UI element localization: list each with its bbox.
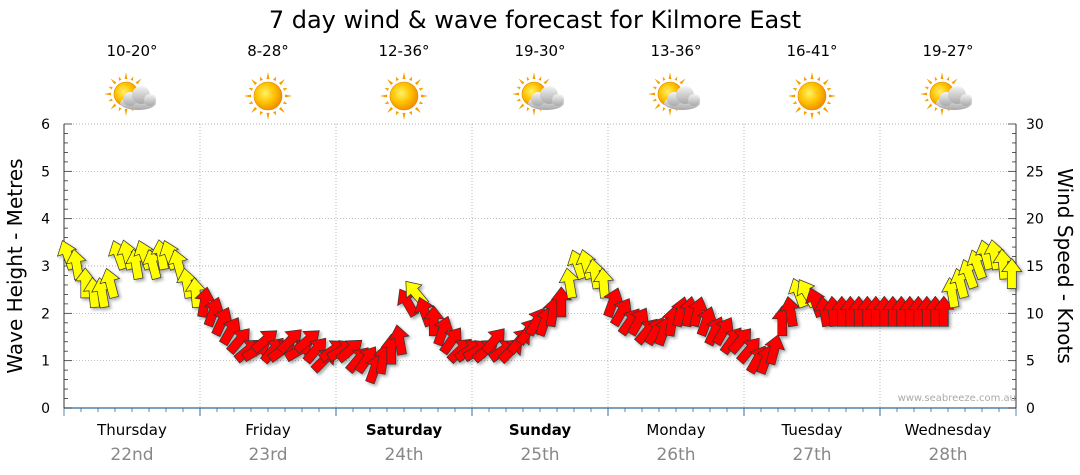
- day-headers: 10-20° 8-28° 12-36° 19-30° 13-36° 16-41° 19-27…: [104, 42, 974, 120]
- left-tick-label: 3: [41, 259, 50, 275]
- wind-arrow: [550, 286, 573, 318]
- right-tick-label: 30: [1026, 117, 1044, 133]
- cloud-shape: [528, 86, 564, 110]
- day-date-label: 24th: [384, 445, 423, 465]
- day-date-label: 27th: [792, 445, 831, 465]
- cloud-shape: [120, 86, 156, 110]
- left-tick-label: 0: [41, 401, 50, 417]
- partly-cloudy-icon: [104, 72, 156, 116]
- left-axis-title: Wave Height - Metres: [3, 158, 27, 373]
- temperature-range: 13-36°: [650, 42, 701, 60]
- day-labels: Thursday 22nd Friday 23rd Saturday 24th Sunday…: [96, 421, 991, 465]
- credit-text: www.seabreeze.com.au: [898, 393, 1016, 404]
- left-tick-label: 6: [41, 117, 50, 133]
- day-name-label: Saturday: [366, 421, 443, 439]
- wind-arrow: [388, 324, 410, 356]
- wind-arrow: [764, 334, 786, 366]
- sunny-icon: [380, 72, 428, 120]
- day-name-label: Tuesday: [780, 421, 842, 439]
- axes: 0 1 2 3 4 5 6 0 5 10 15 20 25 30: [41, 117, 1044, 417]
- right-axis-title: Wind Speed - Knots: [1053, 168, 1077, 364]
- left-tick-label: 2: [41, 306, 50, 322]
- temperature-range: 16-41°: [786, 42, 837, 60]
- partly-cloudy-icon: [512, 72, 564, 116]
- right-tick-label: 5: [1026, 354, 1035, 370]
- right-tick-label: 0: [1026, 401, 1035, 417]
- chart-title: 7 day wind & wave forecast for Kilmore E…: [269, 6, 801, 34]
- day-date-label: 26th: [656, 445, 695, 465]
- wind-arrows: [56, 239, 1023, 385]
- grid-lines: [64, 123, 1016, 408]
- temperature-range: 12-36°: [378, 42, 429, 60]
- cloud-shape: [936, 86, 972, 110]
- day-name-label: Friday: [245, 421, 291, 439]
- temperature-range: 8-28°: [247, 42, 289, 60]
- partly-cloudy-icon: [920, 72, 972, 116]
- right-tick-label: 10: [1026, 306, 1044, 322]
- left-tick-label: 4: [41, 212, 50, 228]
- wind-arrow: [933, 295, 955, 327]
- wind-arrow: [99, 267, 121, 300]
- right-tick-label: 20: [1026, 212, 1044, 228]
- wind-arrow: [592, 267, 615, 299]
- right-tick-label: 25: [1026, 164, 1044, 180]
- day-name-label: Wednesday: [905, 421, 992, 439]
- day-date-label: 28th: [928, 445, 967, 465]
- sun-rays: [244, 72, 292, 120]
- temperature-range: 10-20°: [106, 42, 157, 60]
- day-date-label: 25th: [520, 445, 559, 465]
- cloud-shape: [664, 86, 700, 110]
- left-tick-label: 1: [41, 354, 50, 370]
- partly-cloudy-icon: [648, 72, 700, 116]
- left-tick-label: 5: [41, 164, 50, 180]
- right-tick-label: 15: [1026, 259, 1044, 275]
- day-name-label: Monday: [646, 421, 705, 439]
- day-name-label: Thursday: [96, 421, 167, 439]
- sun-rays: [788, 72, 836, 120]
- wind-arrow: [423, 305, 445, 337]
- day-name-label: Sunday: [509, 421, 572, 439]
- sunny-icon: [788, 72, 836, 120]
- sun-rays: [380, 72, 428, 120]
- day-date-label: 22nd: [110, 445, 153, 465]
- wind-arrow: [1001, 257, 1023, 289]
- temperature-range: 19-30°: [514, 42, 565, 60]
- sunny-icon: [244, 72, 292, 120]
- temperature-range: 19-27°: [922, 42, 973, 60]
- day-date-label: 23rd: [248, 445, 287, 465]
